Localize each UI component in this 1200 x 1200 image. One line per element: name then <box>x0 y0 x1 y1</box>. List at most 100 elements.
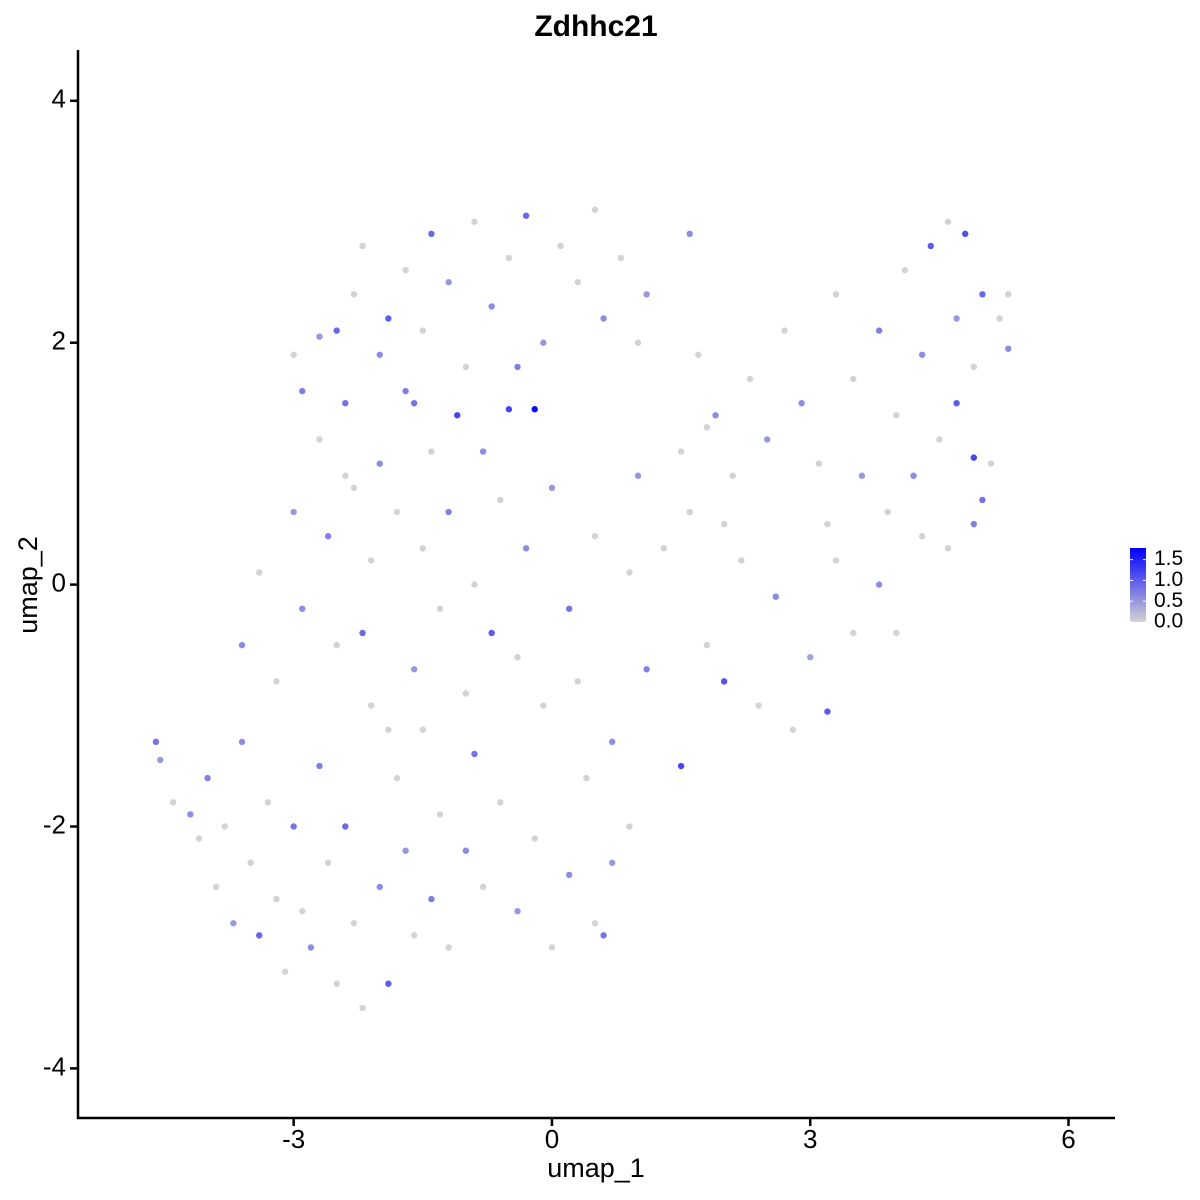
point <box>720 678 728 685</box>
point <box>290 823 297 830</box>
point <box>385 726 392 733</box>
point <box>157 756 164 764</box>
point <box>944 218 952 225</box>
point <box>290 351 297 358</box>
point <box>445 279 452 286</box>
point <box>195 835 203 842</box>
point <box>273 678 280 685</box>
point <box>712 412 719 419</box>
point <box>359 242 366 250</box>
point <box>212 883 220 891</box>
point <box>677 448 685 455</box>
point <box>686 230 693 238</box>
point <box>600 932 607 939</box>
point <box>875 581 883 588</box>
point <box>884 508 891 516</box>
point <box>402 847 409 854</box>
point <box>445 508 452 516</box>
point <box>1005 291 1012 298</box>
point <box>281 968 289 975</box>
point <box>316 436 323 443</box>
x-tick-label: 0 <box>545 1124 559 1154</box>
point <box>471 750 478 758</box>
y-tick-label: -2 <box>43 809 66 839</box>
x-axis-title: umap_1 <box>547 1153 645 1183</box>
point <box>410 399 418 407</box>
x-tick-label: 6 <box>1061 1124 1075 1154</box>
point <box>324 859 332 866</box>
point <box>531 406 538 413</box>
point <box>815 460 823 467</box>
point <box>376 460 383 467</box>
point <box>350 920 358 927</box>
y-tick-label: 2 <box>52 326 66 356</box>
point <box>910 472 917 479</box>
point <box>798 399 805 407</box>
point <box>522 545 530 552</box>
point <box>540 702 547 709</box>
point <box>755 702 762 709</box>
point <box>342 823 349 830</box>
point <box>875 327 883 334</box>
point <box>643 666 650 673</box>
point <box>419 327 427 334</box>
point <box>746 375 754 383</box>
point <box>565 871 573 879</box>
point <box>531 835 538 842</box>
point <box>514 363 521 371</box>
point <box>445 944 452 951</box>
point <box>893 412 900 419</box>
point <box>350 291 358 298</box>
point <box>626 823 633 830</box>
point <box>832 291 840 298</box>
point <box>462 363 470 371</box>
point <box>479 448 487 455</box>
point <box>979 291 986 298</box>
point <box>936 436 943 443</box>
point <box>574 678 581 685</box>
x-tick-label: -3 <box>282 1124 305 1154</box>
point <box>419 726 427 733</box>
point <box>367 702 375 709</box>
point <box>591 533 599 540</box>
y-tick-label: 0 <box>52 567 66 597</box>
point <box>299 605 306 612</box>
point <box>789 726 797 733</box>
point <box>307 944 315 951</box>
point <box>204 774 211 782</box>
point <box>316 333 323 340</box>
point <box>436 605 444 612</box>
point <box>918 533 926 540</box>
point <box>342 472 349 479</box>
point <box>462 847 470 854</box>
point <box>393 774 401 782</box>
point <box>273 895 280 903</box>
point <box>918 351 926 358</box>
point <box>686 508 693 516</box>
point <box>238 738 246 746</box>
point <box>893 629 900 637</box>
point <box>832 557 840 564</box>
point <box>169 799 177 806</box>
point <box>557 242 564 250</box>
point <box>367 557 375 564</box>
point <box>591 920 599 927</box>
point <box>290 508 297 516</box>
point <box>316 762 323 770</box>
point <box>626 569 633 576</box>
point <box>221 823 228 830</box>
point <box>342 399 349 407</box>
point <box>703 424 711 431</box>
point <box>428 448 435 455</box>
point <box>299 907 306 915</box>
point <box>299 387 306 395</box>
point <box>256 569 263 576</box>
point <box>471 581 478 588</box>
point <box>230 920 237 927</box>
point <box>970 363 978 371</box>
point <box>970 454 978 461</box>
point <box>479 883 487 891</box>
point <box>410 932 418 939</box>
colorbar-label: 0.5 <box>1154 589 1183 612</box>
